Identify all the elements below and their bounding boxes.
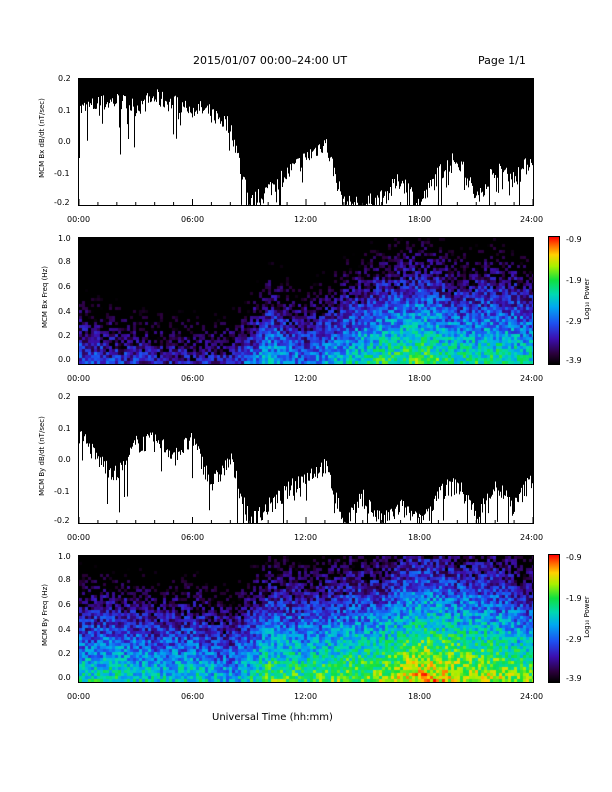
panel1-xtick-1: 06:00 xyxy=(181,215,205,224)
panel3-xtick-3: 18:00 xyxy=(408,533,432,542)
cbar2-tick-3: -3.9 xyxy=(566,674,582,683)
bx-dbdt-svg xyxy=(79,79,533,205)
panel2-xtick-4: 24:00 xyxy=(520,374,544,383)
panel3-xtick-4: 24:00 xyxy=(520,533,544,542)
panel4-ytick-0: 1.0 xyxy=(58,552,71,561)
cbar1-tick-1: -1.9 xyxy=(566,276,582,285)
panel1-ylabel: MCM Bx dB/dt (nT/sec) xyxy=(38,98,46,178)
panel1-xtick-4: 24:00 xyxy=(520,215,544,224)
panel2-xtick-0: 00:00 xyxy=(67,374,91,383)
page-title: 2015/01/07 00:00–24:00 UT xyxy=(193,54,348,67)
panel4-xtick-0: 00:00 xyxy=(67,692,91,701)
cbar2-tick-0: -0.9 xyxy=(566,553,582,562)
x-axis-title: Universal Time (hh:mm) xyxy=(212,712,333,723)
by-dbdt-plot xyxy=(78,396,534,524)
cbar1-tick-2: -2.9 xyxy=(566,317,582,326)
panel2-xtick-1: 06:00 xyxy=(181,374,205,383)
panel1-xtick-3: 18:00 xyxy=(408,215,432,224)
panel3-ytick-0: 0.2 xyxy=(58,392,71,401)
panel4-ytick-1: 0.8 xyxy=(58,575,71,584)
panel2-xtick-3: 18:00 xyxy=(408,374,432,383)
panel4-xtick-3: 18:00 xyxy=(408,692,432,701)
panel2-ytick-4: 0.2 xyxy=(58,331,71,340)
colorbar-1 xyxy=(548,236,560,365)
panel1-ytick-1: 0.1 xyxy=(58,106,71,115)
cbar2-label: Log₁₀ Power xyxy=(583,596,591,638)
by-spectrogram-canvas xyxy=(79,556,533,682)
panel3-ytick-3: -0.1 xyxy=(54,487,70,496)
panel1-xtick-0: 00:00 xyxy=(67,215,91,224)
by-spectrogram xyxy=(78,555,534,683)
panel1-ytick-2: 0.0 xyxy=(58,137,71,146)
cbar2-tick-2: -2.9 xyxy=(566,635,582,644)
panel3-xtick-1: 06:00 xyxy=(181,533,205,542)
bx-spectrogram-canvas xyxy=(79,238,533,364)
dbdt-series-trace xyxy=(79,397,533,523)
panel3-ytick-2: 0.0 xyxy=(58,455,71,464)
panel2-ytick-0: 1.0 xyxy=(58,234,71,243)
panel3-ytick-1: 0.1 xyxy=(58,424,71,433)
panel4-ytick-4: 0.2 xyxy=(58,649,71,658)
cbar2-tick-1: -1.9 xyxy=(566,594,582,603)
dbdt-series-trace xyxy=(79,79,533,205)
bx-dbdt-plot xyxy=(78,78,534,206)
panel1-ytick-0: 0.2 xyxy=(58,74,71,83)
panel1-xtick-2: 12:00 xyxy=(294,215,318,224)
panel3-xtick-0: 00:00 xyxy=(67,533,91,542)
cbar1-label: Log₁₀ Power xyxy=(583,278,591,320)
bx-spectrogram xyxy=(78,237,534,365)
panel1-ytick-3: -0.1 xyxy=(54,169,70,178)
cbar1-tick-0: -0.9 xyxy=(566,235,582,244)
panel2-xtick-2: 12:00 xyxy=(294,374,318,383)
panel3-xtick-2: 12:00 xyxy=(294,533,318,542)
panel4-ylabel: MCM By Freq (Hz) xyxy=(41,584,49,646)
panel4-ytick-5: 0.0 xyxy=(58,673,71,682)
panel2-ytick-2: 0.6 xyxy=(58,282,71,291)
cbar1-tick-3: -3.9 xyxy=(566,356,582,365)
colorbar-2 xyxy=(548,554,560,683)
panel3-ytick-4: -0.2 xyxy=(54,516,70,525)
panel3-ylabel: MCM By dB/dt (nT/sec) xyxy=(38,416,46,496)
panel2-ytick-5: 0.0 xyxy=(58,355,71,364)
panel2-ylabel: MCM Bx Freq (Hz) xyxy=(41,266,49,328)
by-dbdt-svg xyxy=(79,397,533,523)
panel4-xtick-1: 06:00 xyxy=(181,692,205,701)
panel4-xtick-2: 12:00 xyxy=(294,692,318,701)
panel2-ytick-3: 0.4 xyxy=(58,307,71,316)
page-number: Page 1/1 xyxy=(478,54,526,67)
panel4-xtick-4: 24:00 xyxy=(520,692,544,701)
panel4-ytick-2: 0.6 xyxy=(58,600,71,609)
panel2-ytick-1: 0.8 xyxy=(58,257,71,266)
panel1-ytick-4: -0.2 xyxy=(54,198,70,207)
panel4-ytick-3: 0.4 xyxy=(58,625,71,634)
